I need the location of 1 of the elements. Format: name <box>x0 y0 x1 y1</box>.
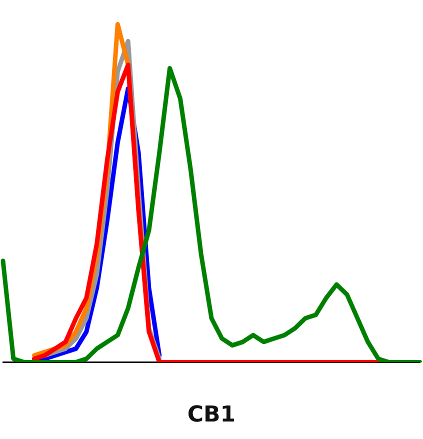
x-axis-title: CB1 <box>187 402 236 428</box>
